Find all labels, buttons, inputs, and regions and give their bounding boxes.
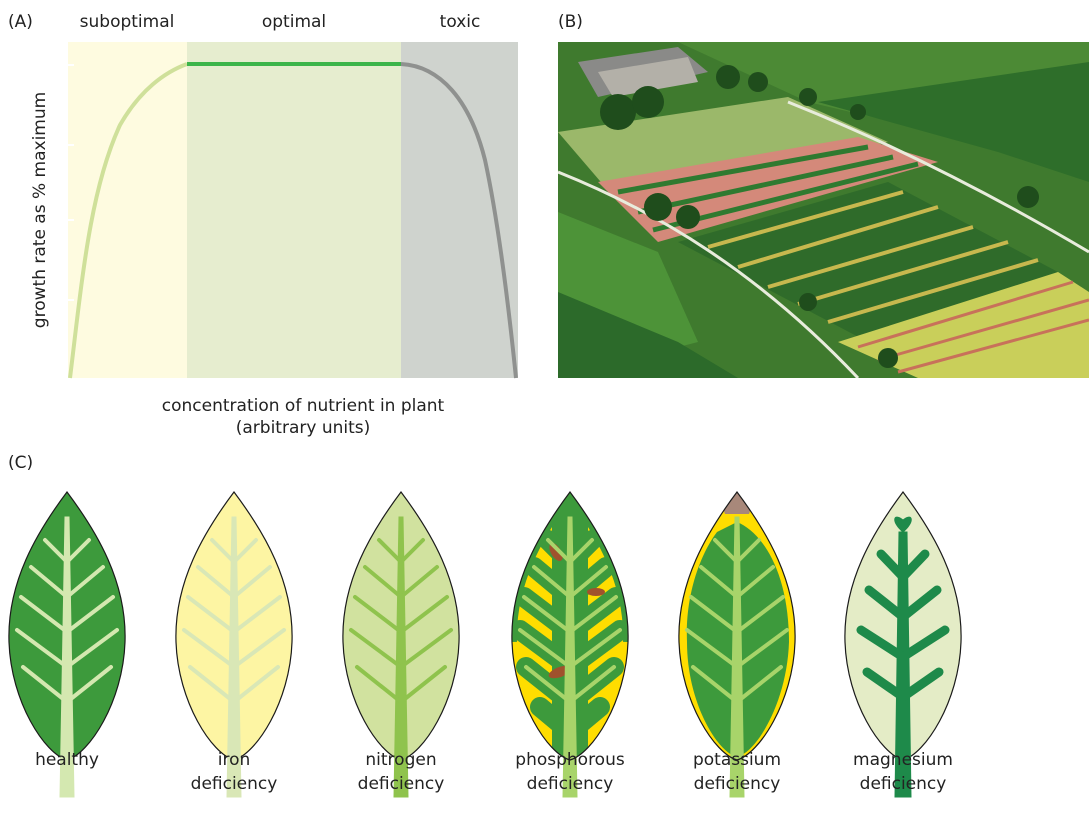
- region-optimal: [187, 42, 401, 378]
- leaf-label: deficiency: [358, 774, 445, 794]
- region-suboptimal: [68, 42, 187, 378]
- y-axis-label: growth rate as % maximum: [30, 92, 50, 328]
- x-axis-label: (arbitrary units): [236, 418, 371, 438]
- region-label: suboptimal: [80, 12, 175, 32]
- photo: [558, 42, 1089, 378]
- leaf-label: iron: [218, 750, 251, 770]
- leaf-label: deficiency: [694, 774, 781, 794]
- region-toxic: [401, 42, 518, 378]
- leaf-label: nitrogen: [365, 750, 436, 770]
- panel-a: (A) suboptimal optimal toxic growth rate…: [8, 12, 518, 438]
- region-label: toxic: [440, 12, 481, 32]
- figure: (A) suboptimal optimal toxic growth rate…: [0, 0, 1089, 826]
- region-label: optimal: [262, 12, 326, 32]
- leaf-label: deficiency: [527, 774, 614, 794]
- leaf-label: potassium: [693, 750, 781, 770]
- panel-b: (B): [558, 12, 1089, 378]
- leaf-label: healthy: [35, 750, 99, 770]
- panel-label: (A): [8, 12, 33, 32]
- panel-c: (C): [8, 453, 961, 797]
- leaf-label: phosphorous: [515, 750, 625, 770]
- leaf-label: magnesium: [853, 750, 953, 770]
- x-axis-label: concentration of nutrient in plant: [162, 396, 445, 416]
- panel-label: (C): [8, 453, 33, 473]
- panel-label: (B): [558, 12, 583, 32]
- leaf-label: deficiency: [191, 774, 278, 794]
- leaf-label: deficiency: [860, 774, 947, 794]
